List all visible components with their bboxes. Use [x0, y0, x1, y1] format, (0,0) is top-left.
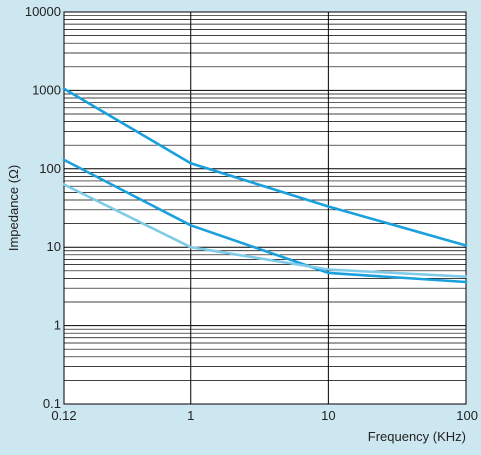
series-layer: [62, 87, 468, 284]
grid-layer: [63, 12, 467, 405]
x-tick-label: 100: [456, 408, 478, 423]
y-tick-label: 0.1: [43, 396, 61, 411]
tick-label-layer: 0.1 1 10 100 1000 10000 0.12 1 10 100: [25, 4, 478, 423]
y-axis-label: Impedance (Ω): [6, 165, 21, 251]
x-axis-label: Frequency (KHz): [368, 429, 466, 444]
series-line-2: [62, 158, 468, 284]
y-tick-label: 1: [54, 318, 61, 333]
x-tick-label: 1: [187, 408, 194, 423]
series-line-1: [62, 87, 468, 247]
y-tick-label: 100: [39, 161, 61, 176]
plot-area: [63, 11, 467, 405]
y-tick-label: 10: [47, 239, 61, 254]
series-line-3: [62, 183, 468, 279]
x-tick-label: 10: [321, 408, 335, 423]
y-tick-label: 10000: [25, 4, 61, 19]
x-tick-label: 0.12: [51, 408, 76, 423]
y-tick-label: 1000: [32, 82, 61, 97]
